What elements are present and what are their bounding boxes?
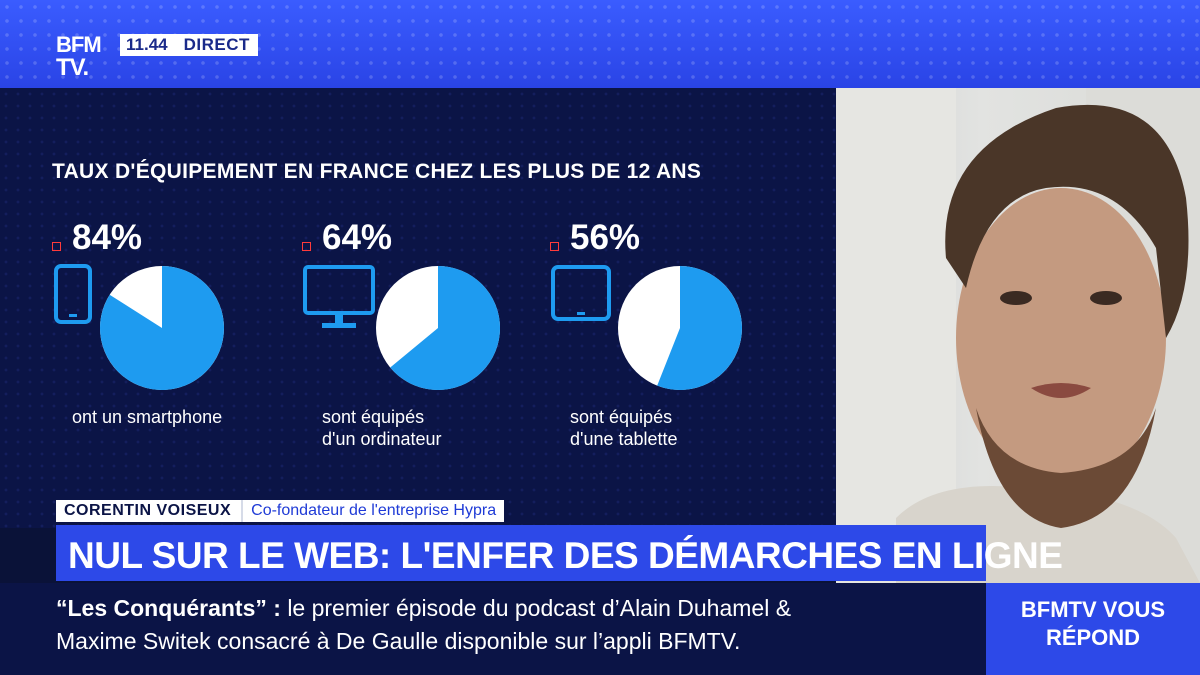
stat-smartphone: 84% ont un smartphone xyxy=(52,218,292,458)
caption-line: d'une tablette xyxy=(570,429,678,449)
stat-caption: sont équipés d'une tablette xyxy=(570,406,678,450)
marker-square xyxy=(550,242,559,251)
pie-slice xyxy=(657,266,742,390)
marker-square xyxy=(302,242,311,251)
stat-tablet: 56% sont équipés d'une tablette xyxy=(550,218,790,458)
stat-percent: 84% xyxy=(72,218,143,257)
stat-percent: 56% xyxy=(570,218,641,257)
ticker-line2: Maxime Switek consacré à De Gaulle dispo… xyxy=(56,628,741,654)
caption-line: d'un ordinateur xyxy=(322,429,442,449)
pie-chart xyxy=(618,266,742,390)
brand-line1: BFMTV VOUS xyxy=(1020,597,1166,622)
guest-portrait xyxy=(836,88,1200,583)
pie-chart xyxy=(376,266,500,390)
caption-line: sont équipés xyxy=(570,407,673,427)
ticker-line1: “Les Conquérants” : le premier épisode d… xyxy=(56,595,791,622)
pie-chart xyxy=(100,266,224,390)
stat-percent: 64% xyxy=(322,218,393,257)
tablet-icon xyxy=(550,264,612,329)
brand-line2: RÉPOND xyxy=(1045,625,1141,650)
clock-badge: 11.44 DIRECT xyxy=(120,34,258,56)
ticker-line1-text: le premier épisode du podcast d’Alain Du… xyxy=(287,595,792,621)
guest-name: CORENTIN VOISEUX xyxy=(56,500,242,522)
program-brand-box: BFMTV VOUS RÉPOND xyxy=(986,583,1200,675)
headline-bar: NUL SUR LE WEB: L'ENFER DES DÉMARCHES EN… xyxy=(56,525,1063,581)
caption-line: ont un smartphone xyxy=(72,407,223,427)
logo-line2: TV. xyxy=(56,54,89,81)
news-ticker: “Les Conquérants” : le premier épisode d… xyxy=(0,583,986,675)
guest-video-feed xyxy=(836,88,1200,583)
name-bar: CORENTIN VOISEUX Co-fondateur de l'entre… xyxy=(56,500,505,522)
marker-square xyxy=(52,242,61,251)
caption-line: sont équipés xyxy=(322,407,425,427)
headline-text: NUL SUR LE WEB: L'ENFER DES DÉMARCHES EN… xyxy=(68,535,1063,576)
chart-title: TAUX D'ÉQUIPEMENT EN FRANCE CHEZ LES PLU… xyxy=(52,160,702,183)
stat-caption: ont un smartphone xyxy=(72,406,222,428)
channel-logo: BFM TV. xyxy=(56,34,114,84)
smartphone-icon xyxy=(54,264,94,329)
pie-slice xyxy=(100,266,224,390)
logo-line1: BFM xyxy=(56,32,102,57)
stat-caption: sont équipés d'un ordinateur xyxy=(322,406,442,450)
clock-time: 11.44 xyxy=(126,35,168,54)
guest-role: Co-fondateur de l'entreprise Hypra xyxy=(241,500,505,522)
live-label: DIRECT xyxy=(183,35,250,54)
monitor-icon xyxy=(302,264,376,339)
ticker-highlight: “Les Conquérants” : xyxy=(56,595,281,621)
pie-slice xyxy=(390,266,500,390)
stat-computer: 64% sont équipés d'un ordinateur xyxy=(302,218,542,458)
infographic-panel: TAUX D'ÉQUIPEMENT EN FRANCE CHEZ LES PLU… xyxy=(0,88,836,528)
